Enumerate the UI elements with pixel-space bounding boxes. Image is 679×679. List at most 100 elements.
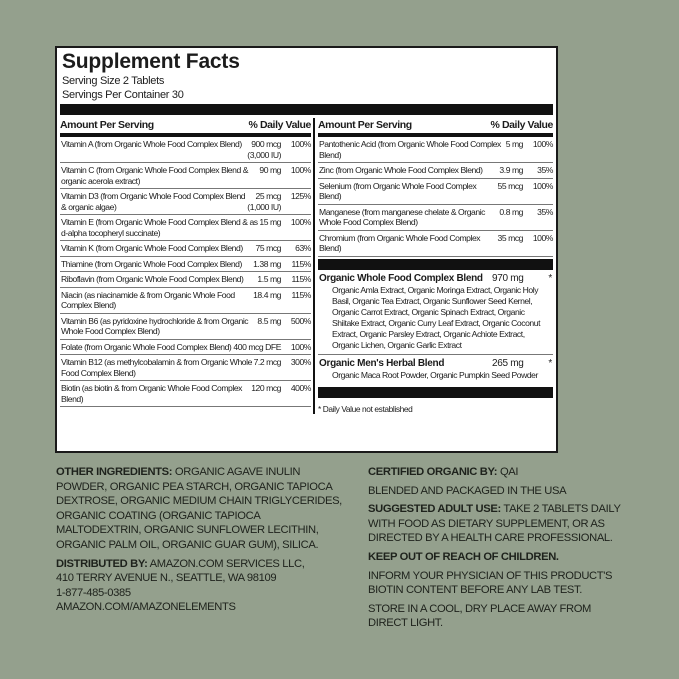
dv-header: % Daily Value bbox=[248, 119, 311, 131]
nutrient-daily-value: 500% bbox=[290, 315, 312, 326]
cert-label: CERTIFIED ORGANIC BY: bbox=[368, 466, 498, 478]
panel-title: Supplement Facts bbox=[62, 50, 240, 73]
nutrient-name: Vitamin C (from Organic Whole Food Compl… bbox=[61, 165, 249, 186]
other-ingredients-label: OTHER INGREDIENTS: bbox=[56, 466, 173, 478]
supplement-facts-panel: Supplement Facts Serving Size 2 Tablets … bbox=[55, 46, 558, 453]
nutrient-row: Thiamine (from Organic Whole Food Comple… bbox=[60, 257, 311, 272]
nutrient-daily-value: 100% bbox=[290, 341, 312, 352]
amount-header: Amount Per Serving bbox=[60, 119, 154, 131]
nutrient-name: Vitamin B12 (as methylcobalamin & from O… bbox=[61, 357, 252, 378]
nutrient-name: Riboflavin (from Organic Whole Food Comp… bbox=[61, 274, 244, 284]
nutrient-amount: 900 mcg (3,000 IU) bbox=[247, 139, 281, 160]
nutrient-daily-value: 115% bbox=[291, 258, 311, 269]
serving-size: Serving Size 2 Tablets bbox=[62, 75, 165, 87]
other-ingredients: OTHER INGREDIENTS: ORGANIC AGAVE INULIN … bbox=[56, 465, 342, 553]
dv-header: % Daily Value bbox=[490, 119, 553, 131]
column-header: Amount Per Serving % Daily Value bbox=[318, 118, 553, 137]
column-header: Amount Per Serving % Daily Value bbox=[60, 118, 311, 137]
nutrient-amount: 25 mcg (1,000 IU) bbox=[247, 191, 281, 212]
nutrient-row: Vitamin K (from Organic Whole Food Compl… bbox=[60, 241, 311, 257]
blend-amount: 265 mg bbox=[492, 357, 524, 369]
nutrient-amount: 0.8 mg bbox=[499, 206, 523, 217]
nutrient-daily-value: 100% bbox=[290, 217, 312, 227]
nutrient-daily-value: 400% bbox=[290, 383, 312, 393]
nutrient-amount: 7.2 mcg bbox=[253, 357, 282, 367]
biotin-warning: INFORM YOUR PHYSICIAN OF THIS PRODUCT'S … bbox=[368, 569, 613, 597]
phone: 1-877-485-0385 bbox=[56, 586, 131, 599]
blend-header: Organic Men's Herbal Blend 265 mg * bbox=[319, 358, 552, 370]
nutrient-row: Folate (from Organic Whole Food Complex … bbox=[60, 340, 312, 355]
label-text: OTHER INGREDIENTS: ORGANIC AGAVE INULIN … bbox=[56, 465, 626, 635]
other-ingredients-text: ORGANIC AGAVE INULIN POWDER, ORGANIC PEA… bbox=[56, 466, 342, 551]
nutrient-daily-value: 300% bbox=[290, 357, 312, 367]
nutrient-amount: 90 mg bbox=[259, 165, 281, 175]
nutrient-name: Niacin (as niacinamide & from Organic Wh… bbox=[61, 289, 235, 311]
blend-ingredients: Organic Amla Extract, Organic Moringa Ex… bbox=[332, 284, 541, 350]
nutrient-row: Riboflavin (from Organic Whole Food Comp… bbox=[60, 272, 311, 288]
nutrient-row: Vitamin B6 (as pyridoxine hydrochloride … bbox=[60, 314, 311, 340]
nutrient-amount: 400 mcg DFE bbox=[233, 341, 281, 352]
keep-out-text: KEEP OUT OF REACH OF CHILDREN. bbox=[368, 550, 559, 563]
nutrient-daily-value: 63% bbox=[295, 243, 311, 253]
keep-out-warning: KEEP OUT OF REACH OF CHILDREN. bbox=[368, 550, 626, 565]
blend-name: Organic Whole Food Complex Blend bbox=[319, 272, 483, 284]
website: AMAZON.COM/AMAZONELEMENTS bbox=[56, 601, 236, 614]
divider-bar bbox=[60, 104, 553, 115]
nutrient-amount: 15 mg bbox=[259, 217, 281, 227]
nutrient-name: Biotin (as biotin & from Organic Whole F… bbox=[61, 383, 242, 404]
nutrient-row: Vitamin E (from Organic Whole Food Compl… bbox=[60, 215, 311, 241]
nutrient-daily-value: 100% bbox=[532, 180, 554, 191]
cert-text: QAI bbox=[497, 466, 519, 478]
nutrient-daily-value: 35% bbox=[537, 206, 553, 217]
nutrient-name: Folate (from Organic Whole Food Complex … bbox=[61, 341, 232, 352]
blend-daily-value: * bbox=[548, 357, 552, 369]
nutrient-daily-value: 125% bbox=[290, 191, 312, 201]
distributor: DISTRIBUTED BY: AMAZON.COM SERVICES LLC,… bbox=[56, 557, 342, 615]
left-column: Amount Per Serving % Daily Value Vitamin … bbox=[60, 118, 315, 414]
proprietary-blend: Organic Men's Herbal Blend 265 mg * Organic… bbox=[318, 355, 553, 384]
distributor-label: DISTRIBUTED BY: bbox=[56, 557, 148, 570]
nutrient-name: Vitamin A (from Organic Whole Food Compl… bbox=[61, 139, 242, 149]
nutrient-name: Chromium (from Organic Whole Food Comple… bbox=[319, 232, 481, 254]
nutrient-name: Vitamin D3 (from Organic Whole Food Comp… bbox=[61, 191, 246, 212]
amount-header: Amount Per Serving bbox=[318, 119, 412, 131]
right-column: Amount Per Serving % Daily Value Pantothe… bbox=[315, 118, 553, 414]
blend-ingredients: Organic Maca Root Powder, Organic Pumpki… bbox=[332, 369, 538, 380]
nutrient-amount: 8.5 mg bbox=[257, 315, 281, 326]
divider-bar bbox=[318, 386, 553, 398]
nutrient-name: Pantothenic Acid (from Organic Whole Foo… bbox=[319, 139, 501, 160]
blend-name: Organic Men's Herbal Blend bbox=[319, 357, 445, 369]
nutrient-name: Vitamin K (from Organic Whole Food Compl… bbox=[61, 243, 243, 253]
nutrient-daily-value: 35% bbox=[537, 165, 553, 175]
nutrient-name: Vitamin B6 (as pyridoxine hydrochloride … bbox=[61, 315, 249, 337]
nutrient-daily-value: 115% bbox=[291, 274, 311, 284]
nutrient-name: Zinc (from Organic Whole Food Complex Bl… bbox=[319, 165, 483, 175]
address: 410 TERRY AVENUE N., SEATTLE, WA 98109 bbox=[56, 572, 277, 585]
nutrient-row: Zinc (from Organic Whole Food Complex Bl… bbox=[318, 163, 553, 179]
nutrient-row: Niacin (as niacinamide & from Organic Wh… bbox=[60, 288, 311, 314]
use-text: TAKE 2 TABLETS DAILY WITH FOOD AS DIETAR… bbox=[368, 503, 621, 545]
origin: BLENDED AND PACKAGED IN THE USA bbox=[368, 484, 567, 497]
nutrient-row: Biotin (as biotin & from Organic Whole F… bbox=[60, 381, 311, 407]
nutrient-row: Manganese (from manganese chelate & Orga… bbox=[318, 205, 553, 231]
nutrient-amount: 120 mcg bbox=[251, 383, 281, 393]
footnote: * Daily Value not established bbox=[318, 403, 413, 414]
blend-daily-value: * bbox=[548, 272, 552, 284]
nutrient-amount: 55 mcg bbox=[497, 180, 524, 191]
nutrient-row: Vitamin D3 (from Organic Whole Food Comp… bbox=[60, 189, 311, 215]
nutrient-name: Selenium (from Organic Whole Food Comple… bbox=[319, 180, 477, 202]
nutrient-daily-value: 100% bbox=[290, 165, 312, 175]
servings-per-container: Servings Per Container 30 bbox=[62, 89, 184, 101]
nutrient-amount: 1.38 mg bbox=[253, 258, 281, 269]
nutrient-row: Chromium (from Organic Whole Food Comple… bbox=[318, 231, 553, 257]
nutrient-amount: 18.4 mg bbox=[253, 289, 281, 300]
nutrient-amount: 3.9 mg bbox=[499, 165, 523, 175]
nutrient-name: Vitamin E (from Organic Whole Food Compl… bbox=[61, 217, 258, 238]
divider-bar bbox=[318, 258, 553, 270]
nutrient-row: Vitamin C (from Organic Whole Food Compl… bbox=[60, 163, 311, 189]
nutrient-daily-value: 100% bbox=[532, 139, 554, 149]
blend-amount: 970 mg bbox=[492, 272, 524, 284]
nutrient-amount: 75 mcg bbox=[255, 243, 282, 253]
nutrient-daily-value: 100% bbox=[532, 232, 554, 243]
storage-instructions: STORE IN A COOL, DRY PLACE AWAY FROM DIR… bbox=[368, 602, 592, 630]
